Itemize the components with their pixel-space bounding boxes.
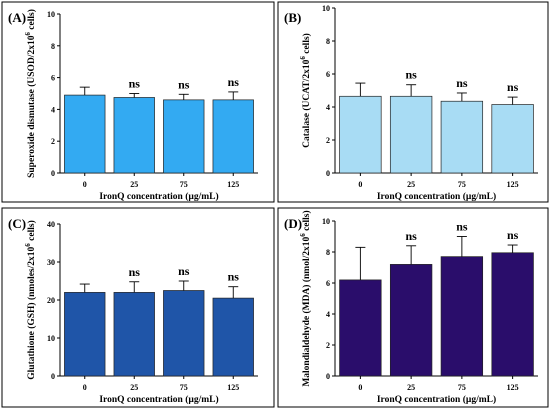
y-tick-label: 0 xyxy=(51,169,55,178)
bar xyxy=(212,297,254,377)
x-tick-label: 0 xyxy=(358,383,362,392)
y-tick-label: 4 xyxy=(326,310,330,319)
panel-border xyxy=(1,207,275,408)
chart-panel-2: (B) 0 2 4 6 8 10 0 ns 25 ns 75 ns 125 IronQ concentrat… xyxy=(277,1,549,203)
significance-label: ns xyxy=(228,270,240,284)
significance-label: ns xyxy=(178,264,190,278)
x-tick-label: 75 xyxy=(458,180,466,189)
significance-label: ns xyxy=(129,265,141,279)
x-tick-label: 25 xyxy=(130,383,138,392)
significance-label: ns xyxy=(405,229,417,243)
y-tick-label: 2 xyxy=(326,341,330,350)
bar xyxy=(491,104,534,174)
x-tick-label: 75 xyxy=(180,383,188,392)
x-tick-label: 25 xyxy=(407,180,415,189)
significance-label: ns xyxy=(405,68,417,82)
x-tick-label: 75 xyxy=(180,180,188,189)
bar xyxy=(491,252,534,377)
chart-panel-4: (D) 0 2 4 6 8 10 0 ns 25 ns 75 ns 125 IronQ concentrat… xyxy=(277,207,549,408)
bar xyxy=(440,256,484,377)
y-axis-title: Catalase (UCAT/2x106 cells) xyxy=(299,33,312,148)
y-tick-label: 2 xyxy=(51,137,55,146)
significance-label: ns xyxy=(178,77,190,91)
y-tick-label: 10 xyxy=(322,217,330,226)
y-axis-title: Malondialdehyde (MDA) (nmol/2x106 cells) xyxy=(299,210,312,386)
panel-label: (D) xyxy=(284,216,302,231)
panel-border xyxy=(1,1,275,203)
y-tick-label: 10 xyxy=(47,334,55,343)
y-tick-label: 4 xyxy=(51,105,55,114)
panel-border xyxy=(277,207,549,408)
x-tick-label: 125 xyxy=(227,180,239,189)
y-tick-label: 6 xyxy=(326,279,330,288)
panel-border xyxy=(277,1,549,203)
y-tick-label: 8 xyxy=(326,248,330,257)
bar xyxy=(389,264,433,377)
x-tick-label: 0 xyxy=(358,180,362,189)
x-tick-label: 0 xyxy=(83,383,87,392)
x-tick-label: 125 xyxy=(507,180,519,189)
x-axis-title: IronQ concentration (µg/mL) xyxy=(377,191,496,202)
bar xyxy=(339,95,382,174)
bar xyxy=(64,292,106,377)
y-tick-label: 10 xyxy=(47,10,55,19)
y-axis-title: Glutathione (GSH) (nmoles/2x106 cells) xyxy=(24,220,37,379)
y-tick-label: 8 xyxy=(326,37,330,46)
x-axis-title: IronQ concentration (µg/mL) xyxy=(99,191,218,202)
y-tick-label: 20 xyxy=(47,296,55,305)
x-axis-title: IronQ concentration (µg/mL) xyxy=(99,394,218,405)
y-tick-label: 30 xyxy=(47,258,55,267)
significance-label: ns xyxy=(456,220,468,234)
panel-label: (C) xyxy=(8,216,26,231)
chart-panel-1: (A) 0 2 4 6 8 10 0 ns 25 ns 75 ns 125 IronQ concentrat… xyxy=(1,1,275,203)
x-tick-label: 75 xyxy=(458,383,466,392)
x-axis-title: IronQ concentration (µg/mL) xyxy=(377,394,496,405)
y-tick-label: 2 xyxy=(326,136,330,145)
y-tick-label: 0 xyxy=(326,169,330,178)
panel-label: (A) xyxy=(8,10,26,25)
y-tick-label: 40 xyxy=(47,220,55,229)
y-tick-label: 0 xyxy=(51,372,55,381)
bar xyxy=(113,292,155,377)
chart-panel-3: (C) 0 10 20 30 40 0 ns 25 ns 75 ns 125 IronQ concentr… xyxy=(1,207,275,408)
bar xyxy=(440,100,484,174)
y-tick-label: 4 xyxy=(326,103,330,112)
bar xyxy=(389,95,433,174)
significance-label: ns xyxy=(129,77,141,91)
x-tick-label: 125 xyxy=(227,383,239,392)
significance-label: ns xyxy=(456,76,468,90)
y-axis-title: Superoxide dismutase (USOD/2x106 cells) xyxy=(24,9,37,178)
bar xyxy=(113,97,155,174)
panel-label: (B) xyxy=(284,10,301,25)
x-tick-label: 0 xyxy=(83,180,87,189)
significance-label: ns xyxy=(228,75,240,89)
bar xyxy=(339,279,382,377)
bar xyxy=(212,99,254,174)
bar xyxy=(163,99,205,174)
significance-label: ns xyxy=(507,80,519,94)
x-tick-label: 25 xyxy=(407,383,415,392)
y-tick-label: 0 xyxy=(326,372,330,381)
x-tick-label: 25 xyxy=(130,180,138,189)
y-tick-label: 8 xyxy=(51,42,55,51)
bar xyxy=(64,94,106,174)
x-tick-label: 125 xyxy=(507,383,519,392)
bar xyxy=(163,290,205,377)
significance-label: ns xyxy=(507,228,519,242)
y-tick-label: 6 xyxy=(326,70,330,79)
y-tick-label: 10 xyxy=(322,4,330,13)
y-tick-label: 6 xyxy=(51,74,55,83)
